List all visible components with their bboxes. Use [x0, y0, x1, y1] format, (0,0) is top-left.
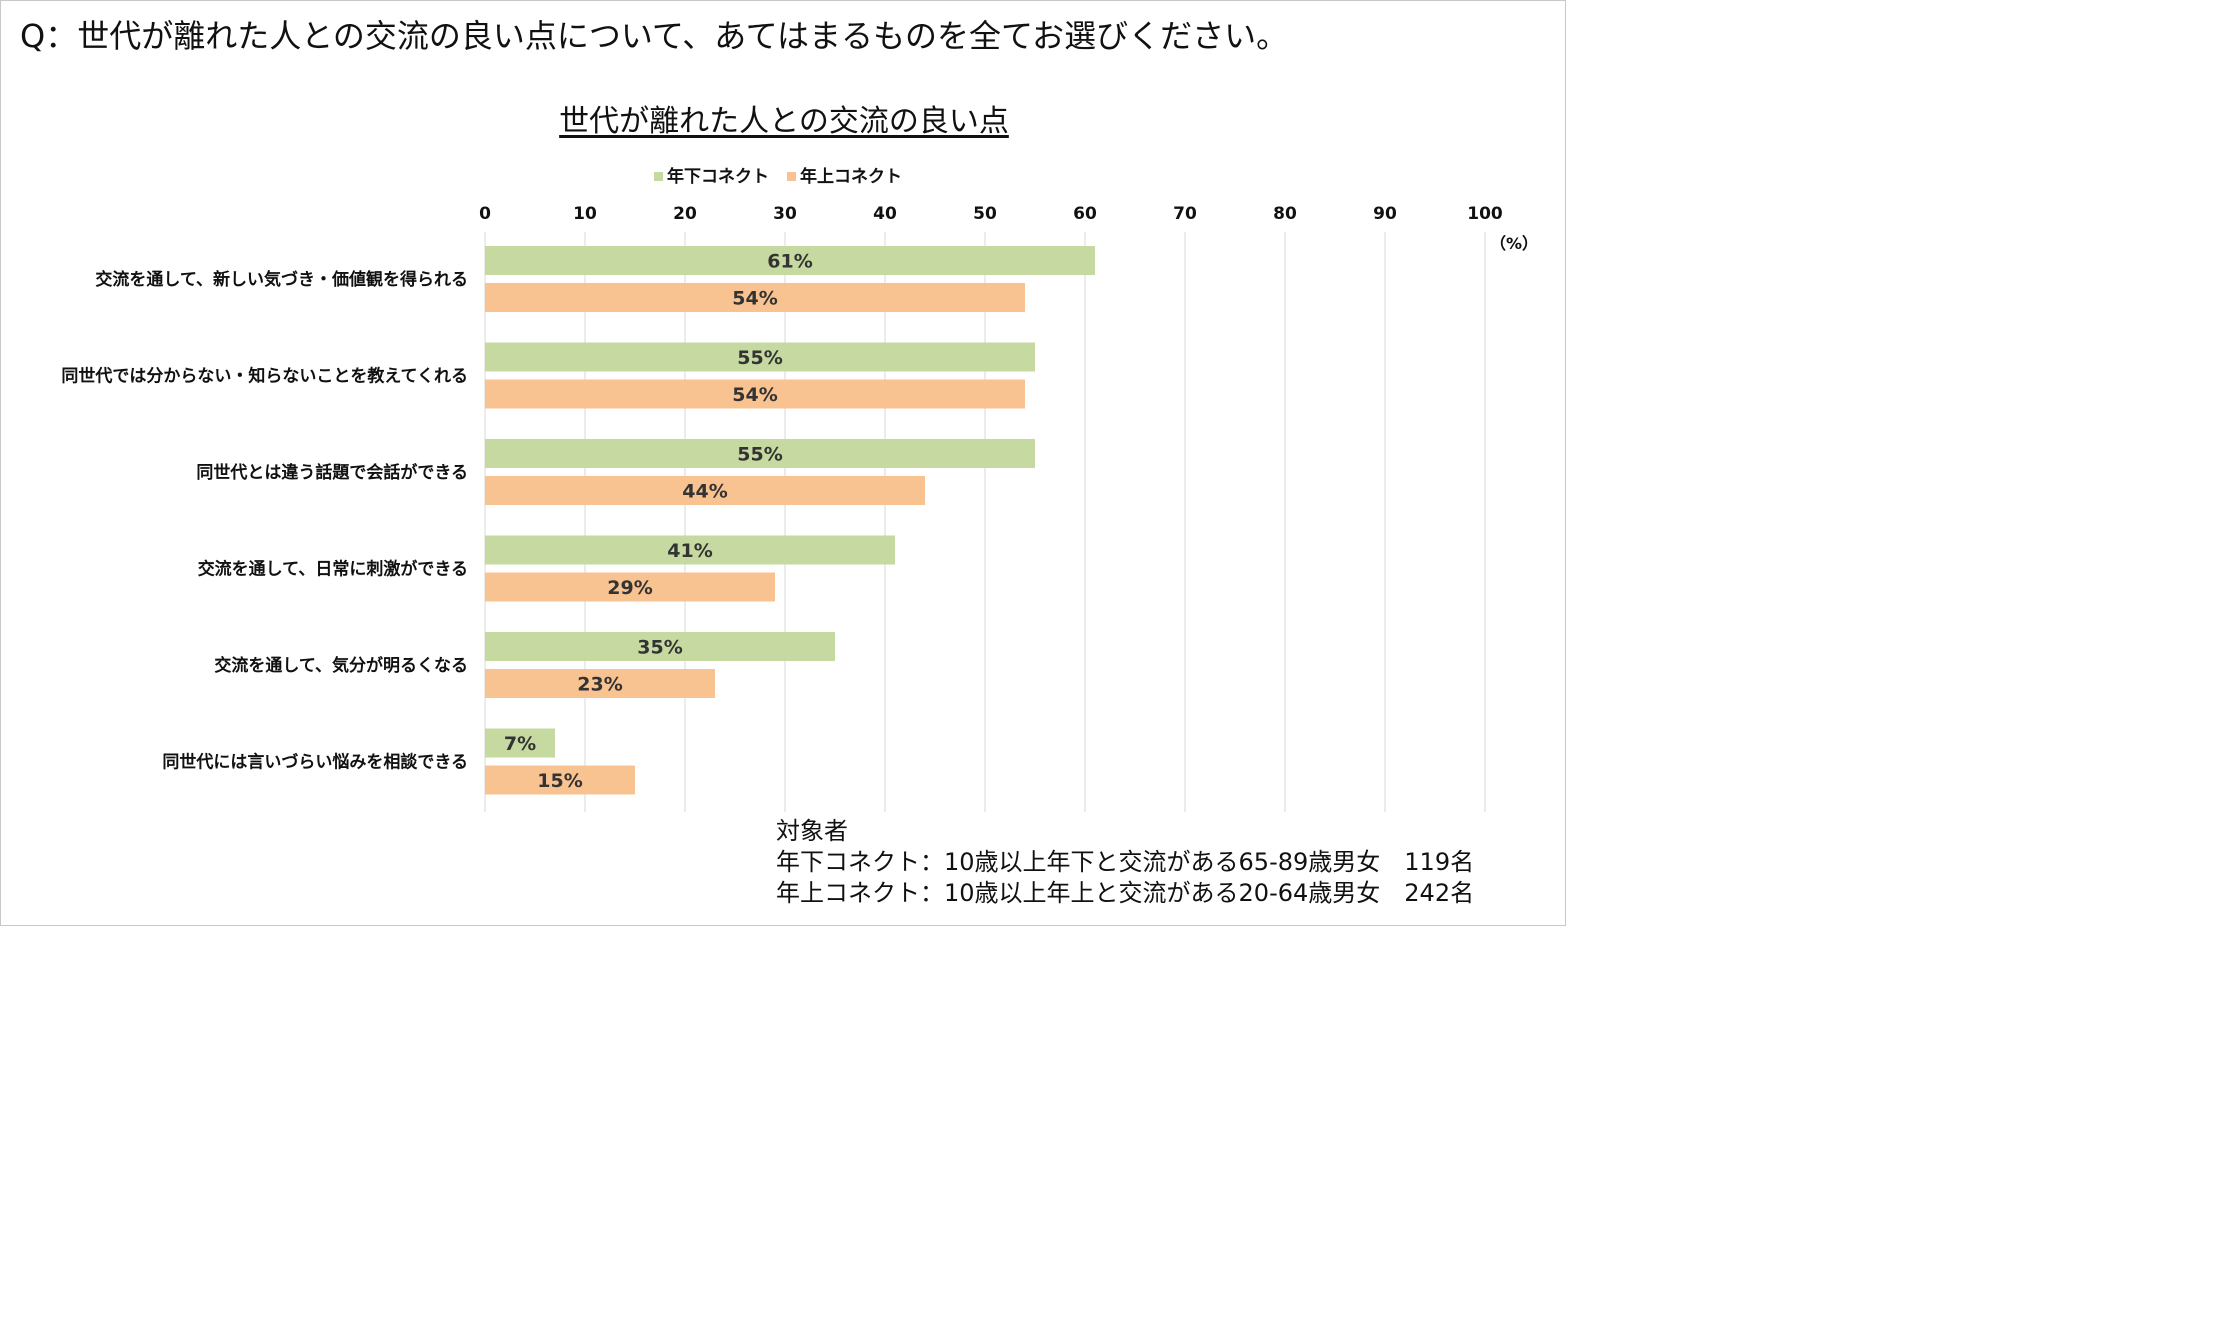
x-tick-label: 0 [479, 204, 491, 224]
data-label: 61% [767, 251, 812, 273]
bar-series1 [485, 439, 1035, 468]
bar-series2 [485, 379, 1025, 409]
legend-label-series1: 年下コネクト [667, 167, 770, 187]
chart-title: 世代が離れた人との交流の良い点 [559, 104, 1009, 139]
category-label: 交流を通して、気分が明るくなる [214, 655, 468, 676]
x-tick-label: 20 [673, 204, 697, 224]
data-label: 15% [537, 770, 582, 792]
bar-series2 [485, 765, 635, 795]
footnote-line-2: 年上コネクト：10歳以上年上と交流がある20-64歳男女 242名 [776, 879, 1475, 907]
legend-swatch-series1 [654, 171, 664, 181]
x-tick-label: 40 [873, 204, 897, 224]
chart-frame [0, 0, 1566, 926]
bar-series1 [485, 342, 1035, 372]
category-label: 同世代とは違う話題で会話ができる [196, 462, 468, 483]
x-tick-label: 70 [1173, 204, 1197, 224]
x-tick-label: 10 [573, 204, 597, 224]
x-tick-label: 60 [1073, 204, 1097, 224]
bar-series2 [485, 283, 1025, 312]
data-label: 35% [637, 637, 682, 659]
unit-label: （%） [1490, 234, 1539, 253]
footnote: 対象者 年下コネクト：10歳以上年下と交流がある65-89歳男女 119名 年上… [776, 816, 1474, 909]
footnote-heading: 対象者 [776, 817, 848, 845]
x-tick-label: 50 [973, 204, 997, 224]
data-label: 54% [732, 384, 777, 406]
bar-series1 [485, 632, 835, 661]
legend-label-series2: 年上コネクト [799, 167, 902, 187]
data-label: 41% [667, 540, 712, 562]
data-label: 55% [737, 444, 782, 466]
bar-series2 [485, 572, 775, 602]
category-label: 交流を通して、日常に刺激ができる [198, 559, 468, 580]
footnote-line-1: 年下コネクト：10歳以上年下と交流がある65-89歳男女 119名 [776, 848, 1475, 876]
bar-series2 [485, 669, 715, 698]
data-label: 54% [732, 288, 777, 310]
legend-item-series2: 年上コネクト [786, 165, 902, 189]
legend-swatch-series2 [786, 171, 796, 181]
data-label: 29% [607, 577, 652, 599]
data-label: 23% [577, 674, 622, 696]
x-tick-label: 30 [773, 204, 797, 224]
question-text: Q：世代が離れた人との交流の良い点について、あてはまるものを全てお選びください。 [20, 17, 1289, 55]
legend-item-series1: 年下コネクト [654, 165, 769, 189]
x-tick-label: 80 [1273, 204, 1297, 224]
category-label: 同世代では分からない・知らないことを教えてくれる [61, 366, 468, 387]
legend: 年下コネクト 年上コネクト [0, 165, 1568, 189]
bar-series2 [485, 476, 925, 505]
x-tick-label: 90 [1373, 204, 1397, 224]
bar-series1 [485, 728, 555, 758]
bar-series1 [485, 246, 1095, 275]
category-label: 同世代には言いづらい悩みを相談できる [162, 752, 468, 773]
category-label: 交流を通して、新しい気づき・価値観を得られる [95, 269, 468, 290]
data-label: 7% [504, 733, 536, 755]
data-label: 44% [682, 481, 727, 503]
bar-chart: 0 10 20 30 40 50 60 70 80 90 100 交流を通して、新しい気づき・価値観を… [61, 204, 1503, 812]
data-label: 55% [737, 347, 782, 369]
x-tick-label: 100 [1467, 204, 1503, 224]
bar-series1 [485, 535, 895, 565]
